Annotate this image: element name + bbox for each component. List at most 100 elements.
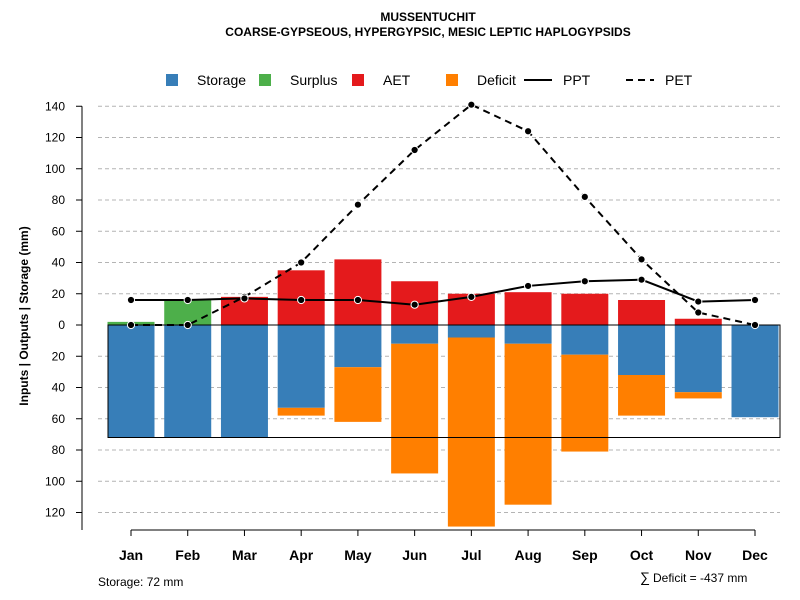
deficit-bar [391, 343, 439, 474]
storage-bar [674, 325, 722, 393]
storage-bar [504, 325, 552, 344]
deficit-sum-icon: ∑ [640, 569, 650, 585]
storage-bar [107, 325, 155, 438]
pet-point [410, 145, 419, 155]
x-tick-label: Sep [572, 547, 598, 563]
ppt-point [694, 297, 703, 306]
storage-bar [561, 325, 609, 355]
legend-label: Deficit [477, 72, 516, 88]
deficit-bar [334, 367, 382, 422]
y-tick-label: 140 [45, 99, 65, 113]
x-tick-label: Jan [119, 547, 143, 563]
x-tick-label: Jun [402, 547, 427, 563]
deficit-bar [504, 343, 552, 505]
ppt-point [353, 295, 363, 305]
y-axis: 140 120 100 80 60 40 20 0 20 40 60 80 100 120 [45, 99, 83, 530]
storage-bar [164, 325, 212, 438]
deficit-bar [618, 375, 666, 416]
x-tick-label: Jul [461, 547, 481, 563]
pet-point [694, 308, 703, 317]
legend-swatch-deficit [446, 74, 458, 86]
gridlines [98, 105, 780, 513]
aet-bar [334, 259, 382, 325]
legend-swatch-surplus [259, 74, 271, 86]
y-tick-label: 100 [45, 474, 65, 488]
ppt-point [523, 281, 533, 291]
pet-point [750, 320, 760, 330]
series-lines [126, 100, 760, 330]
legend-label: Storage [197, 72, 246, 88]
pet-point [580, 192, 589, 201]
pet-point [297, 258, 306, 267]
legend-label: PPT [563, 72, 591, 88]
x-tick-label: Apr [289, 547, 314, 563]
y-tick-label: 100 [45, 162, 65, 176]
ppt-point [467, 292, 476, 301]
aet-bar [618, 300, 666, 325]
x-tick-label: Nov [685, 547, 712, 563]
y-tick-label: 40 [52, 256, 66, 270]
x-tick-label: May [344, 547, 371, 563]
legend-label: PET [665, 72, 693, 88]
pet-point [183, 320, 192, 330]
x-tick-label: Mar [232, 547, 257, 563]
y-tick-label: 120 [45, 131, 65, 145]
deficit-bar [674, 392, 722, 399]
pet-point [467, 100, 476, 109]
y-tick-label: 0 [58, 318, 65, 332]
deficit-bar [447, 337, 495, 527]
pet-point [523, 127, 533, 136]
y-tick-label: 120 [45, 506, 65, 520]
legend-swatch-aet [352, 74, 364, 86]
y-tick-label: 20 [52, 287, 66, 301]
pet-point [637, 255, 646, 264]
ppt-line [131, 278, 756, 306]
deficit-bar [277, 407, 325, 416]
x-tick-label: Oct [630, 547, 654, 563]
legend-label: Surplus [290, 72, 337, 88]
y-tick-label: 80 [52, 193, 66, 207]
legend: Storage Surplus AET Deficit PPT PET [166, 72, 693, 88]
aet-bar [504, 292, 552, 325]
storage-capacity-outline [107, 324, 781, 438]
surplus-bar [164, 300, 212, 325]
y-tick-label: 20 [52, 349, 66, 363]
pet-point [126, 320, 136, 330]
storage-note: Storage: 72 mm [98, 575, 183, 589]
pet-line [131, 103, 756, 326]
storage-bar [731, 325, 779, 418]
ppt-point [750, 295, 760, 305]
storage-bar [277, 325, 325, 408]
x-axis: Jan Feb Mar Apr May Jun Jul Aug Sep Oct Nov Dec [119, 529, 768, 563]
ppt-point [240, 294, 249, 303]
x-tick-label: Aug [514, 547, 541, 563]
bars [107, 259, 779, 527]
x-tick-label: Feb [175, 547, 200, 563]
y-axis-label: Inputs | Outputs | Storage (mm) [17, 226, 31, 405]
ppt-point [183, 295, 192, 305]
ppt-point [410, 300, 419, 309]
y-tick-label: 80 [52, 443, 66, 457]
chart-subtitle: COARSE-GYPSEOUS, HYPERGYPSIC, MESIC LEPT… [225, 25, 630, 39]
legend-swatch-storage [166, 74, 178, 86]
x-tick-label: Dec [742, 547, 768, 563]
legend-label: AET [383, 72, 411, 88]
storage-bar [447, 325, 495, 338]
storage-bar [334, 325, 382, 368]
y-tick-label: 40 [52, 381, 66, 395]
storage-bar [391, 325, 439, 344]
aet-bar [561, 293, 609, 325]
deficit-bar [561, 354, 609, 452]
chart-title: MUSSENTUCHIT [380, 10, 476, 24]
pet-point [353, 200, 363, 209]
storage-bar [618, 325, 666, 375]
storage-capacity-box [107, 324, 781, 438]
y-tick-label: 60 [52, 224, 66, 238]
ppt-point [297, 295, 306, 305]
ppt-point [126, 295, 136, 305]
deficit-note: Deficit = -437 mm [653, 571, 747, 585]
ppt-point [580, 277, 589, 286]
storage-bar [220, 325, 268, 438]
y-tick-label: 60 [52, 412, 66, 426]
